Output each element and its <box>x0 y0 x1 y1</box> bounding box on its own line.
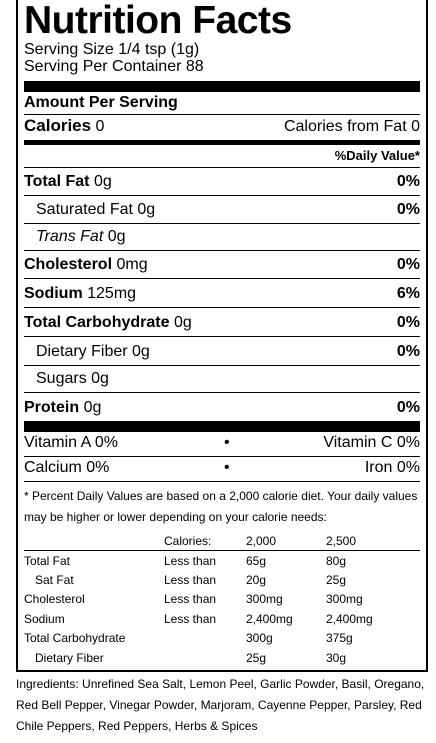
dv-table-row: Sat Fat Less than 20g 25g <box>24 570 420 590</box>
ingredients-list: Ingredients: Unrefined Sea Salt, Lemon P… <box>16 677 425 733</box>
trans-fat-value: 0g <box>107 228 126 245</box>
total-carbohydrate-label: Total Carbohydrate <box>24 314 170 331</box>
sodium-value: 125mg <box>87 285 137 302</box>
dv-table-row: Sodium Less than 2,400mg 2,400mg <box>24 609 420 629</box>
amount-per-serving: Amount Per Serving <box>24 94 178 111</box>
dietary-fiber-dv: 0% <box>396 343 420 360</box>
total-fat-label: Total Fat <box>24 173 90 190</box>
dv-header-cell: 2,000 <box>246 531 326 551</box>
dv-value-2500: 80g <box>326 553 347 568</box>
label-title: Nutrition Facts <box>24 0 292 42</box>
dv-value-2500: 375g <box>326 631 353 646</box>
sodium-label: Sodium <box>24 285 83 302</box>
total-carbohydrate-dv: 0% <box>396 314 420 331</box>
dv-nutrient: Dietary Fiber <box>35 650 104 665</box>
calcium: Calcium 0% <box>24 459 110 476</box>
calories-value: 0 <box>95 118 105 135</box>
dv-value-2000: 300g <box>246 631 273 646</box>
iron: Iron 0% <box>364 459 420 476</box>
dv-value-2000: 2,400mg <box>246 611 293 626</box>
bullet-separator: • <box>224 434 230 451</box>
total-fat-value: 0g <box>93 173 112 190</box>
trans-fat-row: Trans Fat 0g <box>24 223 420 250</box>
protein-value: 0g <box>83 399 102 416</box>
thick-divider <box>24 81 420 92</box>
dv-header-cell: 2,500 <box>326 531 420 551</box>
dv-nutrient: Sodium <box>24 611 65 626</box>
dv-table-row: Dietary Fiber 25g 30g <box>24 648 420 668</box>
dv-value-2000: 20g <box>246 572 267 587</box>
dv-table-header: Calories: 2,000 2,500 <box>24 531 420 551</box>
dv-value-2000: 300mg <box>246 592 283 607</box>
sugars-label: Sugars <box>36 370 87 387</box>
dv-value-2000: 25g <box>246 650 267 665</box>
dv-qualifier: Less than <box>164 611 217 626</box>
sodium-row: Sodium 125mg 6% <box>24 278 420 307</box>
dietary-fiber-value: 0g <box>132 343 150 360</box>
dv-qualifier: Less than <box>164 592 217 607</box>
calories-label: Calories <box>24 116 92 135</box>
vitamin-a-c-row: Vitamin A 0% • Vitamin C 0% <box>24 432 420 456</box>
thick-divider-vitamins <box>24 421 420 432</box>
cholesterol-dv: 0% <box>396 256 420 273</box>
dv-table-row: Total Fat Less than 65g 80g <box>24 551 420 571</box>
dv-qualifier <box>164 629 246 649</box>
dv-qualifier: Less than <box>164 553 217 568</box>
dv-nutrient: Total Carbohydrate <box>24 631 126 646</box>
dv-table-row: Cholesterol Less than 300mg 300mg <box>24 590 420 610</box>
daily-value-header-row: %Daily Value* <box>24 145 420 167</box>
amount-per-serving-row: Amount Per Serving <box>24 92 420 114</box>
dietary-fiber-label: Dietary Fiber <box>36 343 128 360</box>
daily-value-header: %Daily Value* <box>334 148 420 163</box>
saturated-fat-row: Saturated Fat 0g 0% <box>24 195 420 223</box>
dv-nutrient: Cholesterol <box>24 592 85 607</box>
saturated-fat-label: Saturated Fat <box>36 201 133 218</box>
total-carbohydrate-value: 0g <box>173 314 192 331</box>
total-fat-dv: 0% <box>396 173 420 190</box>
trans-fat-label: Trans Fat <box>36 228 104 245</box>
daily-value-table: Calories: 2,000 2,500 Total Fat Less tha… <box>24 531 420 668</box>
dv-qualifier <box>164 648 246 668</box>
dv-qualifier: Less than <box>164 572 217 587</box>
dv-nutrient: Sat Fat <box>35 572 74 587</box>
dv-header-cell: Calories: <box>164 531 246 551</box>
protein-row: Protein 0g 0% <box>24 392 420 421</box>
protein-dv: 0% <box>396 399 420 416</box>
saturated-fat-dv: 0% <box>396 201 420 218</box>
nutrition-label: Nutrition Facts Serving Size 1/4 tsp (1g… <box>16 0 428 672</box>
medium-divider <box>24 140 420 145</box>
calcium-iron-row: Calcium 0% • Iron 0% <box>24 456 420 481</box>
footnote: * Percent Daily Values are based on a 2,… <box>24 481 420 531</box>
servings-per-container: Serving Per Container 88 <box>24 58 204 75</box>
calories-row: Calories 0 Calories from Fat 0 <box>24 114 420 140</box>
sodium-dv: 6% <box>396 285 420 302</box>
dv-value-2500: 2,400mg <box>326 611 373 626</box>
dv-nutrient: Total Fat <box>24 553 71 568</box>
protein-label: Protein <box>24 399 80 416</box>
total-carbohydrate-row: Total Carbohydrate 0g 0% <box>24 307 420 336</box>
dietary-fiber-row: Dietary Fiber 0g 0% <box>24 336 420 365</box>
dv-value-2500: 25g <box>326 572 347 587</box>
vitamin-a: Vitamin A 0% <box>24 434 118 451</box>
dv-header-cell <box>24 531 164 551</box>
dv-value-2500: 300mg <box>326 592 363 607</box>
vitamin-c: Vitamin C 0% <box>323 434 420 451</box>
dv-value-2500: 30g <box>326 650 347 665</box>
saturated-fat-value: 0g <box>137 201 156 218</box>
sugars-row: Sugars 0g <box>24 365 420 392</box>
bullet-separator: • <box>224 459 230 476</box>
calories-from-fat: Calories from Fat 0 <box>283 118 420 135</box>
total-fat-row: Total Fat 0g 0% <box>24 167 420 195</box>
sugars-value: 0g <box>91 370 109 387</box>
cholesterol-label: Cholesterol <box>24 256 113 273</box>
dv-value-2000: 65g <box>246 553 267 568</box>
cholesterol-value: 0mg <box>116 256 148 273</box>
cholesterol-row: Cholesterol 0mg 0% <box>24 250 420 278</box>
dv-table-row: Total Carbohydrate 300g 375g <box>24 629 420 649</box>
serving-size: Serving Size 1/4 tsp (1g) <box>24 41 200 58</box>
